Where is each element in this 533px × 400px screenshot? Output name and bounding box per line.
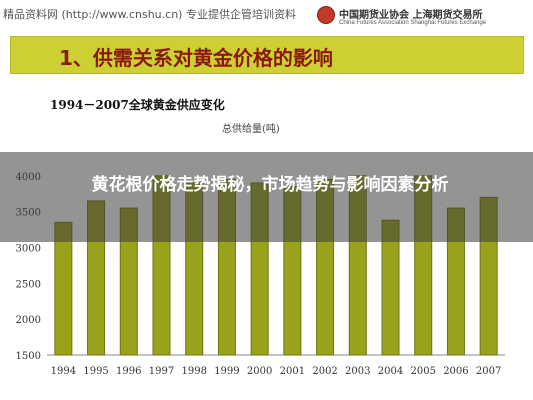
logo-chinese: 中国期货业协会 上海期货交易所 — [339, 10, 483, 21]
x-tick-label: 1999 — [214, 366, 239, 377]
x-tick-label: 2004 — [378, 366, 403, 377]
y-tick-label: 1500 — [16, 351, 41, 362]
x-tick-label: 1997 — [149, 366, 174, 377]
overlay-caption: 黄花根价格走势揭秘，市场趋势与影响因素分析 — [91, 175, 449, 195]
series-label: 总供给量(吨) — [222, 124, 280, 135]
top-bar: 精品资料网 (http://www.cnshu.cn) 专业提供企管培训资料 中… — [0, 0, 533, 34]
x-tick-label: 2007 — [476, 366, 501, 377]
header-banner: 1、供需关系对黄金价格的影响 — [10, 36, 524, 74]
slide-title: 1、供需关系对黄金价格的影响 — [59, 46, 333, 70]
x-tick-label: 1998 — [181, 366, 206, 377]
x-tick-label: 2002 — [312, 366, 337, 377]
cfa-logo-icon — [317, 6, 335, 24]
logo-english: China Futures Association Shanghai Futur… — [339, 20, 487, 26]
y-tick-label: 3000 — [16, 244, 41, 255]
y-tick-label: 2000 — [16, 315, 41, 326]
x-tick-label: 1995 — [83, 366, 108, 377]
x-tick-label: 1994 — [51, 366, 76, 377]
watermark-text: 精品资料网 (http://www.cnshu.cn) 专业提供企管培训资料 — [3, 8, 296, 21]
logo-area: 中国期货业协会 上海期货交易所 China Futures Associatio… — [317, 4, 527, 32]
chart-title: 1994－2007全球黄金供应变化 — [50, 98, 225, 112]
x-tick-label: 1996 — [116, 366, 141, 377]
x-tick-label: 2006 — [443, 366, 468, 377]
x-tick-label: 2005 — [410, 366, 435, 377]
y-tick-label: 2500 — [16, 279, 41, 290]
x-tick-label: 2000 — [247, 366, 272, 377]
bar — [54, 221, 73, 356]
x-tick-label: 2001 — [280, 366, 305, 377]
caption-overlay: 黄花根价格走势揭秘，市场趋势与影响因素分析 — [0, 152, 533, 242]
x-tick-label: 2003 — [345, 366, 370, 377]
